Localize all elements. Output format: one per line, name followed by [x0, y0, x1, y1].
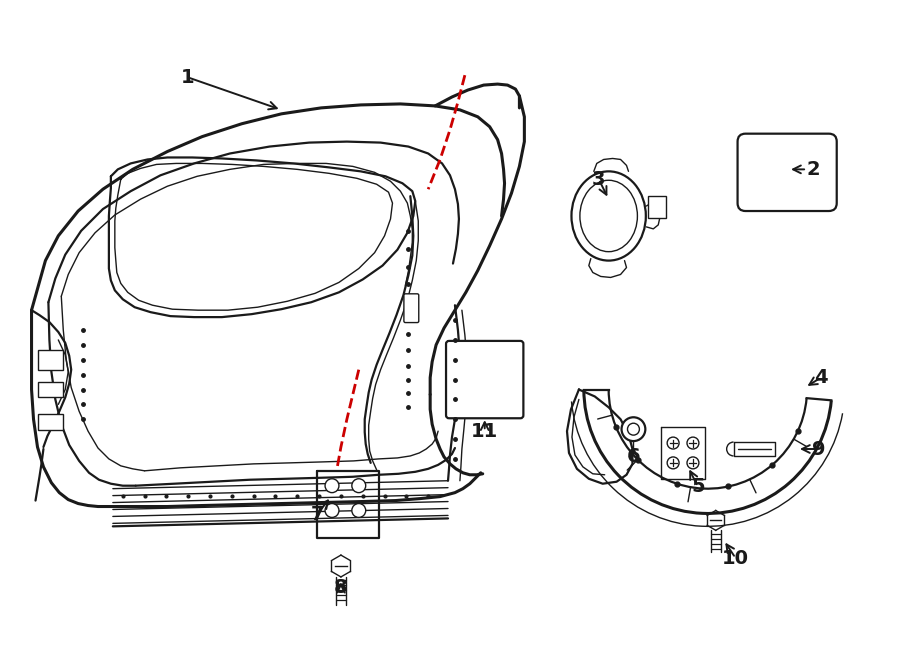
Ellipse shape: [580, 180, 637, 252]
Text: 8: 8: [334, 579, 347, 597]
Circle shape: [687, 457, 699, 469]
Text: 2: 2: [807, 160, 821, 179]
Text: 1: 1: [180, 68, 194, 87]
Text: 5: 5: [691, 477, 705, 496]
Bar: [39, 350, 63, 369]
Bar: [39, 414, 63, 430]
Circle shape: [325, 479, 339, 493]
Circle shape: [627, 423, 639, 435]
FancyBboxPatch shape: [738, 134, 837, 211]
Circle shape: [352, 479, 365, 493]
Bar: [39, 381, 63, 397]
Text: 4: 4: [814, 368, 828, 387]
FancyBboxPatch shape: [446, 341, 524, 418]
Ellipse shape: [572, 171, 646, 261]
FancyBboxPatch shape: [404, 294, 419, 322]
Bar: [648, 196, 666, 218]
Circle shape: [352, 504, 365, 518]
Circle shape: [622, 417, 645, 441]
Circle shape: [667, 457, 680, 469]
Text: 3: 3: [592, 169, 606, 189]
Circle shape: [667, 437, 680, 449]
Circle shape: [325, 504, 339, 518]
Text: 11: 11: [471, 422, 499, 441]
Text: 7: 7: [310, 505, 324, 524]
Text: 10: 10: [722, 549, 749, 567]
Text: 9: 9: [812, 440, 825, 459]
Text: 6: 6: [626, 448, 640, 467]
Circle shape: [687, 437, 699, 449]
